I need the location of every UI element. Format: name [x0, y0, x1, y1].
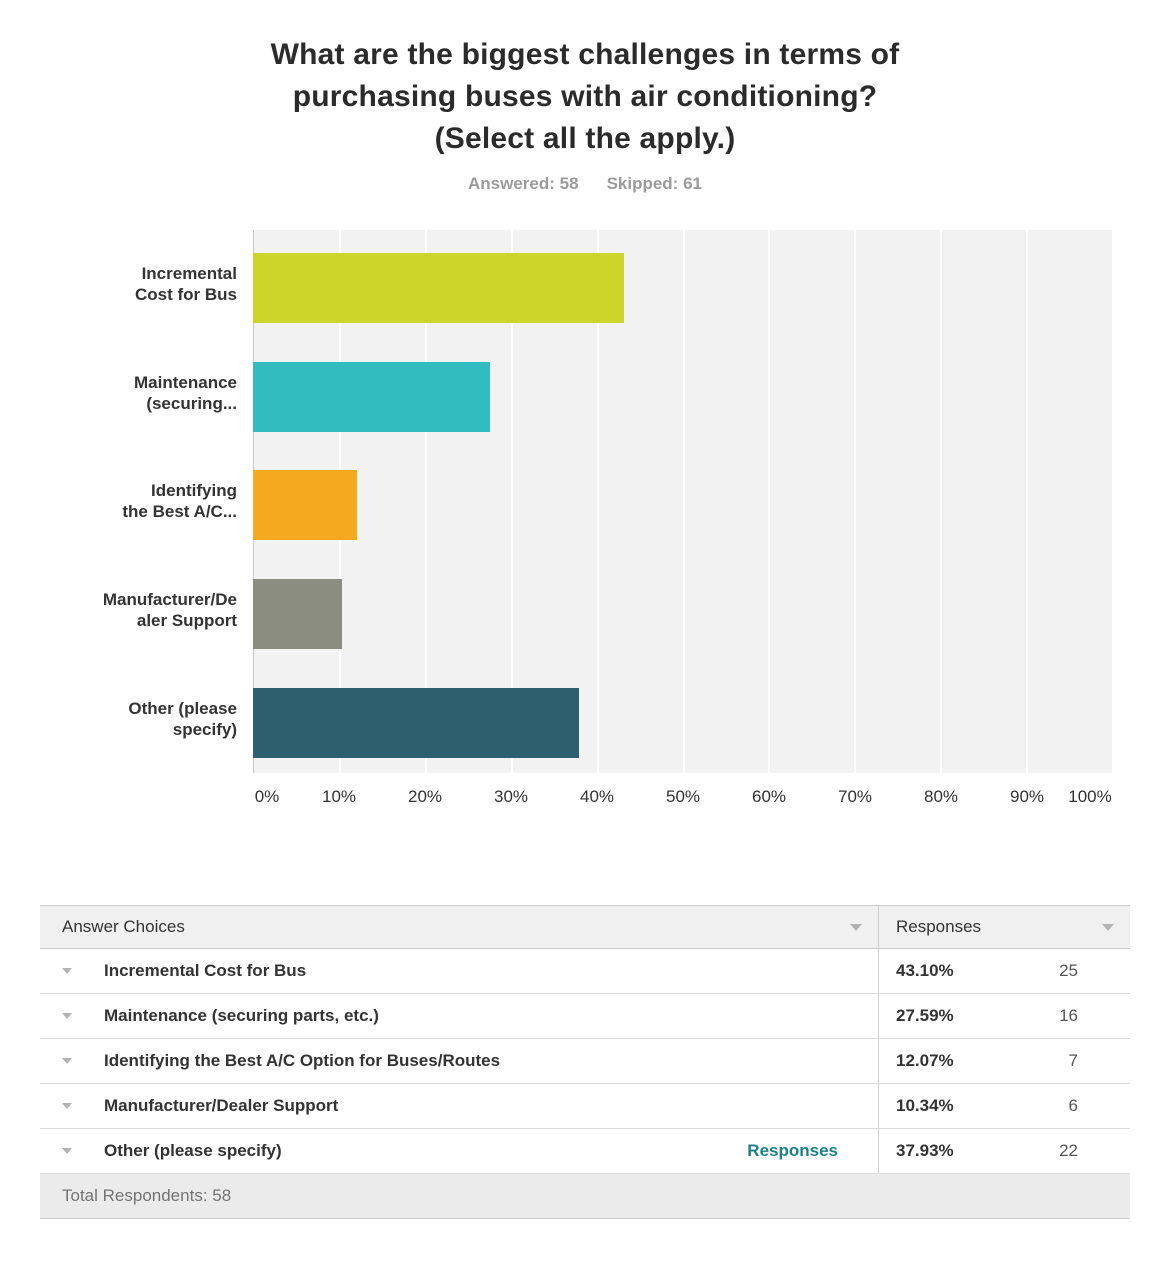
- count-value: 25: [1059, 961, 1078, 980]
- page-title-line-3: (Select all the apply.): [434, 122, 736, 155]
- chart-bar: [253, 253, 624, 324]
- chart-bar: [253, 579, 342, 650]
- table-row: Incremental Cost for Bus 43.10% 25: [40, 949, 1130, 994]
- chart-row: [253, 230, 1113, 339]
- answer-label: Incremental Cost for Bus: [104, 961, 307, 980]
- table-row: Identifying the Best A/C Option for Buse…: [40, 1039, 1130, 1084]
- answered-count: Answered: 58: [468, 174, 579, 193]
- x-tick-label: 10%: [321, 787, 357, 806]
- percent-value: 43.10%: [896, 961, 954, 980]
- gridline: [424, 230, 427, 773]
- x-tick-label: 90%: [1009, 787, 1045, 806]
- chart-category-label: Other (please specify): [128, 698, 237, 739]
- gridline: [768, 230, 771, 773]
- chart-bar: [253, 470, 357, 541]
- page-title: What are the biggest challenges in terms…: [40, 34, 1130, 160]
- answer-label: Identifying the Best A/C Option for Buse…: [104, 1051, 501, 1070]
- percent-value: 10.34%: [896, 1096, 954, 1115]
- chart-bar: [253, 687, 580, 758]
- chart-category-labels: Incremental Cost for Bus Maintenance (se…: [40, 230, 253, 773]
- x-tick-label: 30%: [493, 787, 529, 806]
- responses-label: Responses: [896, 917, 982, 936]
- answer-table: Answer Choices Responses Incremental Cos…: [40, 905, 1130, 1219]
- gridline: [1026, 230, 1029, 773]
- gridline: [682, 230, 685, 773]
- percent-value: 37.93%: [896, 1141, 954, 1160]
- page-title-line-1: What are the biggest challenges in terms…: [270, 38, 900, 71]
- chart-bar: [253, 361, 491, 432]
- table-footer: Total Respondents: 58: [40, 1174, 1130, 1219]
- x-tick-label: 60%: [751, 787, 787, 806]
- row-expand-icon[interactable]: [62, 1103, 72, 1109]
- header-responses[interactable]: Responses: [878, 906, 1130, 948]
- gridline: [596, 230, 599, 773]
- percent-value: 27.59%: [896, 1006, 954, 1025]
- answer-label: Other (please specify): [104, 1141, 282, 1160]
- answer-label: Maintenance (securing parts, etc.): [104, 1006, 379, 1025]
- x-tick-label: 40%: [579, 787, 615, 806]
- row-expand-icon[interactable]: [62, 968, 72, 974]
- chart-category-label: Identifying the Best A/C...: [122, 481, 237, 522]
- gridline: [940, 230, 943, 773]
- table-row: Other (please specify) Responses 37.93% …: [40, 1129, 1130, 1174]
- count-value: 7: [1068, 1051, 1078, 1070]
- table-row: Maintenance (securing parts, etc.) 27.59…: [40, 994, 1130, 1039]
- x-tick-label: 80%: [923, 787, 959, 806]
- x-tick-label: 70%: [837, 787, 873, 806]
- bar-chart: Incremental Cost for Bus Maintenance (se…: [40, 230, 1130, 813]
- gridline: [510, 230, 513, 773]
- x-axis: 0% 10% 20% 30% 40% 50% 60% 70% 80% 90% 1…: [253, 787, 1113, 813]
- sort-responses-icon[interactable]: [1102, 924, 1114, 931]
- answer-label: Manufacturer/Dealer Support: [104, 1096, 339, 1115]
- gridline: [1112, 230, 1114, 773]
- row-expand-icon[interactable]: [62, 1013, 72, 1019]
- page-title-line-2: purchasing buses with air conditioning?: [292, 80, 878, 113]
- chart-row: [253, 664, 1113, 773]
- x-tick-label: 0%: [254, 787, 280, 806]
- table-row: Manufacturer/Dealer Support 10.34% 6: [40, 1084, 1130, 1129]
- chart-category-label: Maintenance (securing...: [134, 372, 237, 413]
- chart-bars: [253, 230, 1113, 773]
- row-expand-icon[interactable]: [62, 1058, 72, 1064]
- chart-row: [253, 447, 1113, 556]
- count-value: 16: [1059, 1006, 1078, 1025]
- gridline: [854, 230, 857, 773]
- response-summary: Answered: 58 Skipped: 61: [40, 174, 1130, 194]
- sort-answer-choices-icon[interactable]: [850, 924, 862, 931]
- answer-choices-label: Answer Choices: [62, 917, 185, 936]
- row-expand-icon[interactable]: [62, 1148, 72, 1154]
- survey-results-page: What are the biggest challenges in terms…: [40, 34, 1130, 1219]
- chart-category-label: Incremental Cost for Bus: [135, 264, 237, 305]
- header-answer-choices[interactable]: Answer Choices: [40, 906, 878, 948]
- chart-row: [253, 339, 1113, 448]
- table-header: Answer Choices Responses: [40, 906, 1130, 949]
- percent-value: 12.07%: [896, 1051, 954, 1070]
- x-tick-label: 50%: [665, 787, 701, 806]
- x-tick-label: 100%: [1068, 787, 1112, 806]
- x-tick-label: 20%: [407, 787, 443, 806]
- skipped-count: Skipped: 61: [606, 174, 702, 193]
- responses-link[interactable]: Responses: [747, 1141, 838, 1160]
- count-value: 22: [1059, 1141, 1078, 1160]
- chart-row: [253, 556, 1113, 665]
- chart-category-label: Manufacturer/De aler Support: [102, 590, 237, 631]
- count-value: 6: [1068, 1096, 1078, 1115]
- total-respondents: Total Respondents: 58: [62, 1186, 232, 1205]
